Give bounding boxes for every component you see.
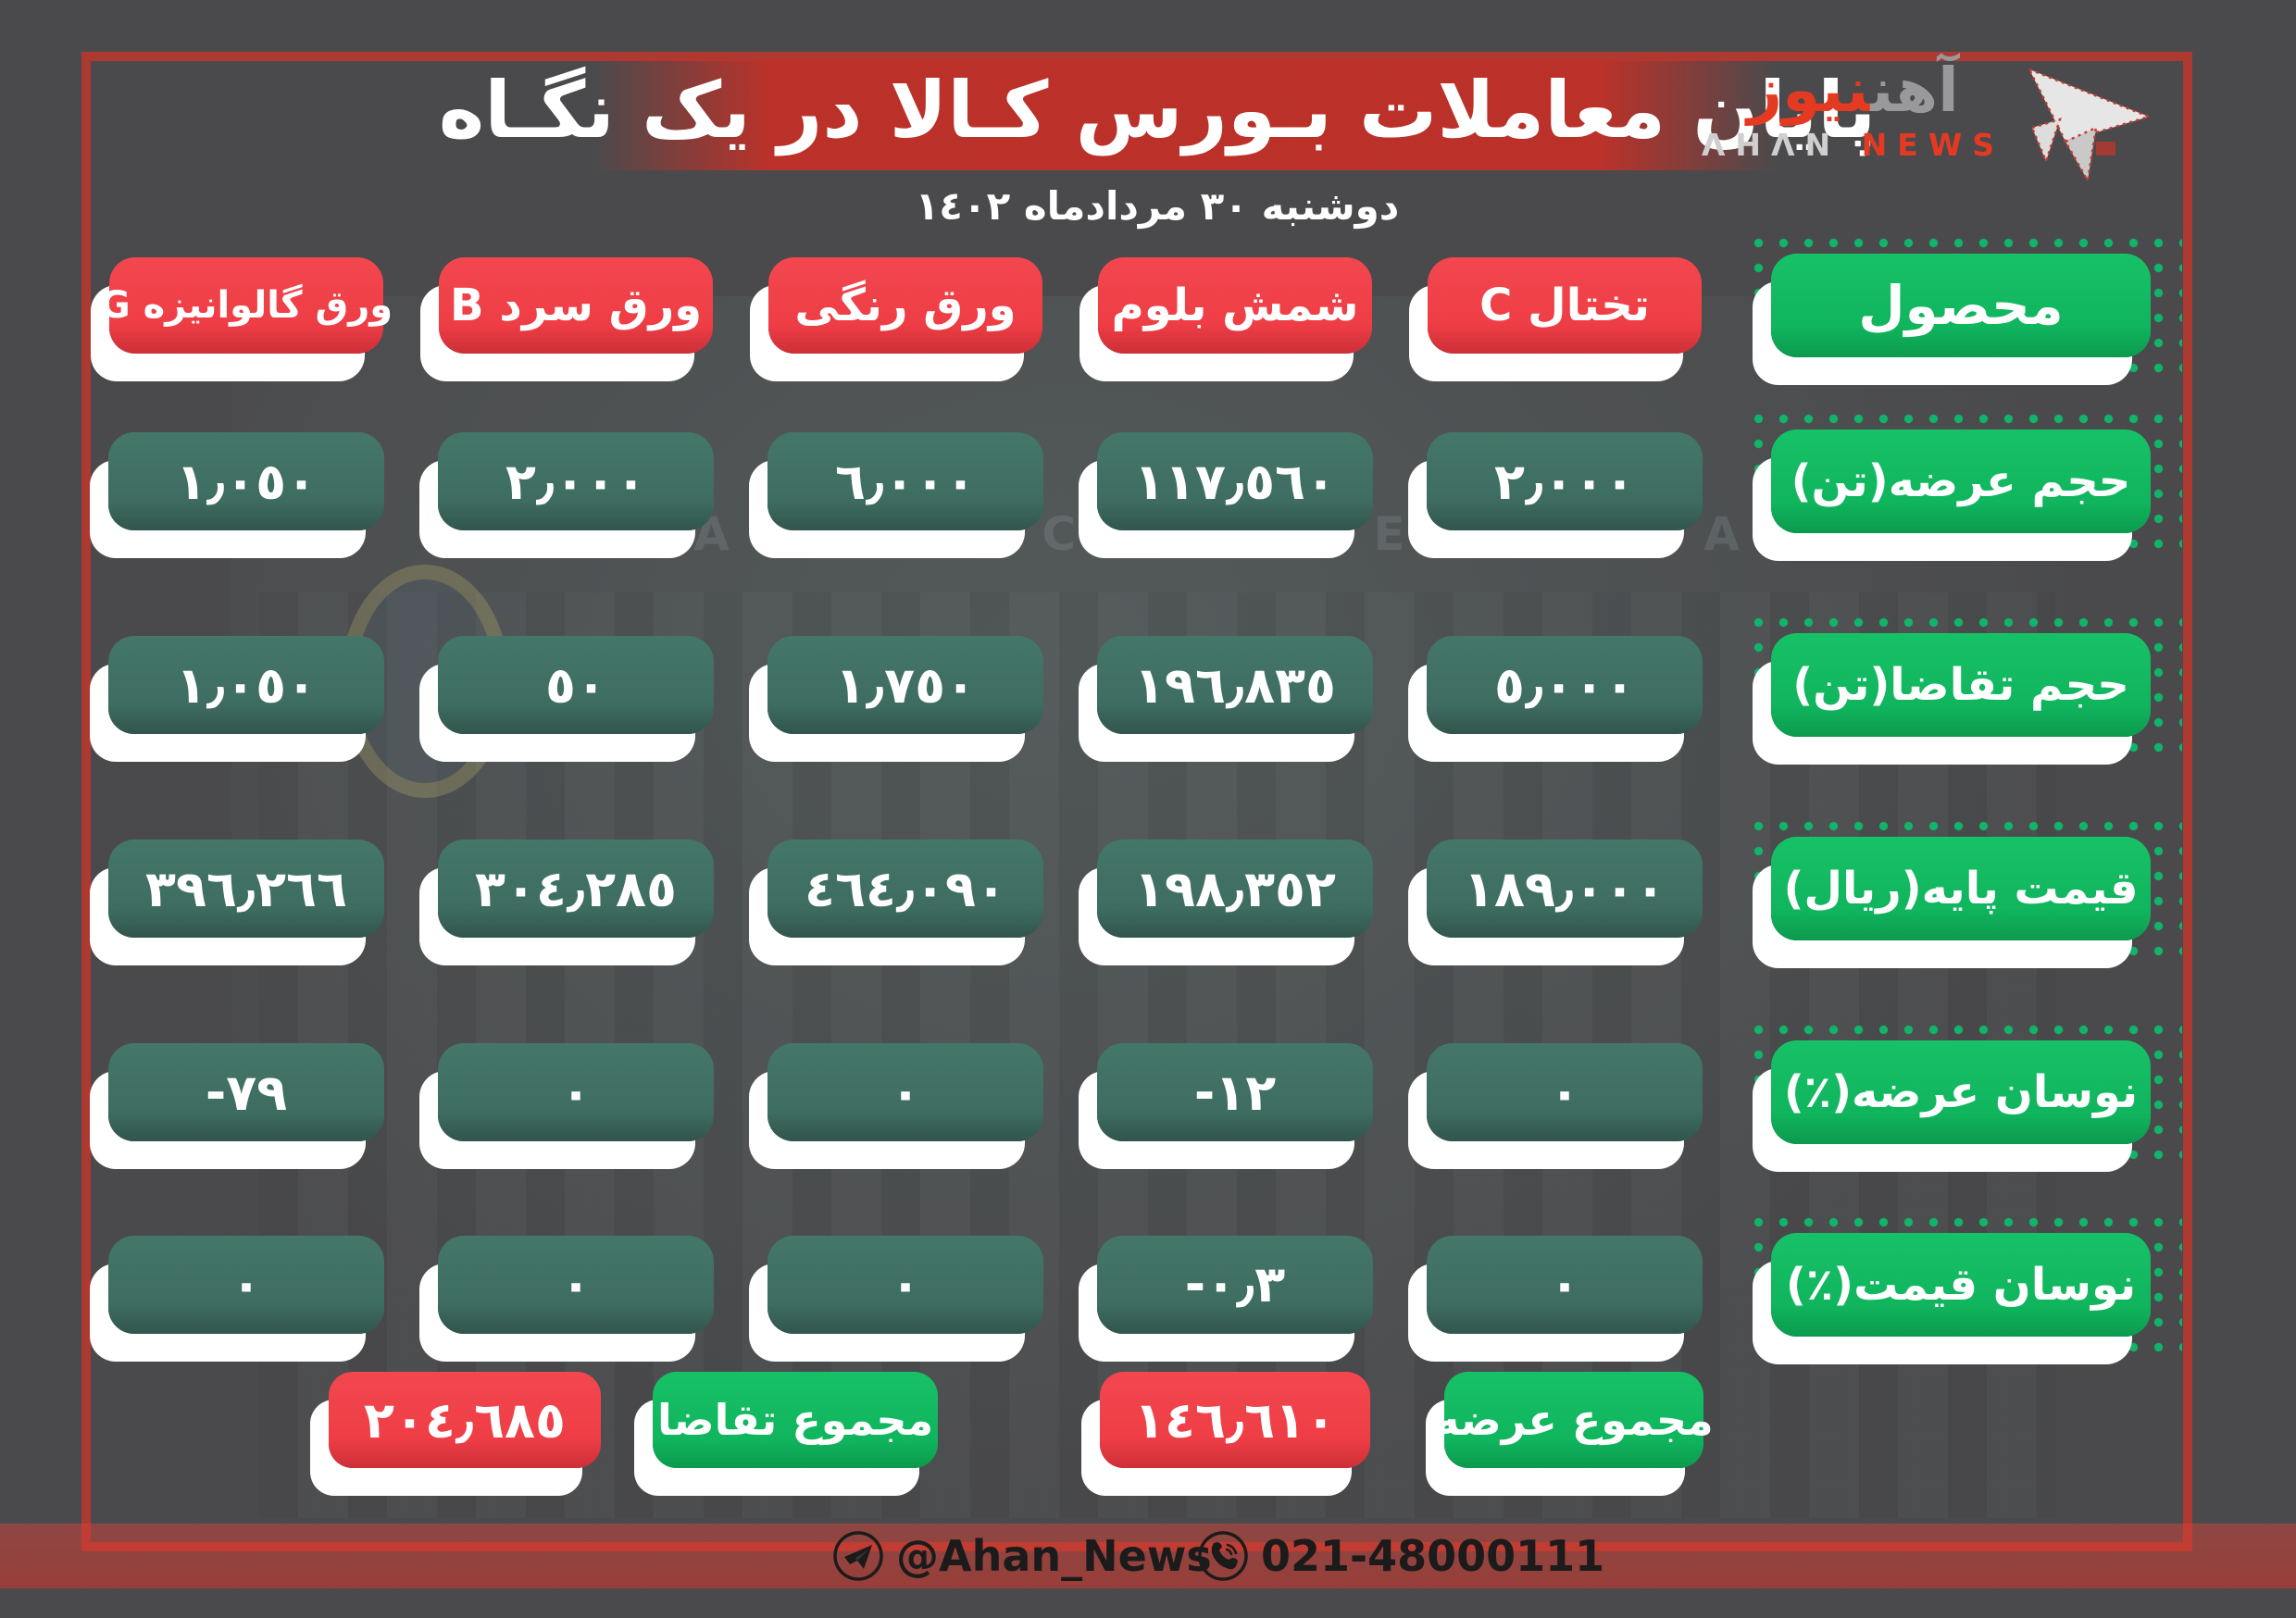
- price-fluct-varagh-rangi: ٠: [767, 1235, 1043, 1334]
- supply-shemsh-bloom: ١١٧٫٥٦٠: [1097, 432, 1373, 530]
- value-cell: ٠: [1400, 990, 1729, 1194]
- column-header-cell: شمش بلوم: [1070, 231, 1400, 380]
- table-corner-cell: محصول: [1729, 224, 2192, 387]
- price-fluct-shemsh-bloom: -٠٫٣: [1097, 1235, 1373, 1334]
- page-title: پایان معاملات بـورس کـالا در یک نگـاه: [438, 65, 1877, 156]
- row-label-price-fluctuation: نوسان قیمت(٪): [1771, 1232, 2151, 1337]
- logo-en-red: NEWS: [1861, 126, 2004, 163]
- logo-latin-name: ΛHΛN NEWS: [1702, 127, 2004, 163]
- price-galvanized-g: ٣٩٦٫٢٦٦: [108, 840, 384, 938]
- row-label-cell: قیمت پایه(ریال): [1729, 787, 2192, 990]
- supply-varagh-rangi: ٦٫٠٠٠: [767, 432, 1043, 530]
- paper-plane-icon: [2027, 67, 2152, 184]
- column-header-cell: تختال C: [1400, 231, 1729, 380]
- row-label-cell: نوسان قیمت(٪): [1729, 1194, 2192, 1375]
- value-cell: ١٫٠٥٠: [81, 583, 411, 787]
- product-header-galvanized-g: ورق گالوانیزه G: [100, 257, 393, 354]
- product-header-varagh-sard-b: ورق سرد B: [439, 257, 713, 354]
- value-cell: ٥٠: [411, 583, 741, 787]
- value-cell: ١٩٨٫٣٥٢: [1070, 787, 1400, 990]
- price-fluct-varagh-sard-b: ٠: [438, 1235, 714, 1334]
- product-header-varagh-rangi: ورق رنگی: [768, 257, 1042, 354]
- column-header-cell: ورق رنگی: [741, 231, 1070, 380]
- row-label-cell: نوسان عرضه(٪): [1729, 990, 2192, 1194]
- value-cell: ٠: [81, 1194, 411, 1375]
- demand-varagh-rangi: ١٫٧٥٠: [767, 636, 1043, 734]
- value-cell: ١٩٦٫٨٣٥: [1070, 583, 1400, 787]
- value-cell: ١٫٧٥٠: [741, 583, 1070, 787]
- telegram-handle: @Ahan_News: [831, 1529, 1212, 1583]
- footer-band: [0, 1524, 2296, 1588]
- supply-varagh-sard-b: ٢٫٠٠٠: [438, 432, 714, 530]
- value-cell: ٠: [411, 990, 741, 1194]
- value-cell: ٢٫٠٠٠: [411, 380, 741, 583]
- price-shemsh-bloom: ١٩٨٫٣٥٢: [1097, 840, 1373, 938]
- telegram-icon: [833, 1531, 883, 1581]
- value-cell: -١٢: [1070, 990, 1400, 1194]
- phone-number: 021-48000111: [1196, 1529, 1604, 1583]
- logo-fa-gray: آهن: [1870, 55, 1959, 126]
- value-cell: ٢٫٠٠٠: [1400, 380, 1729, 583]
- phone-icon: [1198, 1531, 1248, 1581]
- demand-varagh-sard-b: ٥٠: [438, 636, 714, 734]
- value-cell: ٠: [1400, 1194, 1729, 1375]
- price-fluct-galvanized-g: ٠: [108, 1235, 384, 1334]
- price-varagh-rangi: ٤٦٤٫٠٩٠: [767, 840, 1043, 938]
- row-label-product: محصول: [1771, 254, 2151, 357]
- column-header-cell: ورق گالوانیزه G: [81, 231, 411, 380]
- row-label-supply-fluctuation: نوسان عرضه(٪): [1771, 1040, 2151, 1144]
- row-label-base-price: قیمت پایه(ریال): [1771, 837, 2151, 940]
- supply-fluct-takhtal-c: ٠: [1427, 1043, 1703, 1141]
- telegram-handle-text: @Ahan_News: [896, 1531, 1212, 1581]
- value-cell: ٥٫٠٠٠: [1400, 583, 1729, 787]
- total-demand-value: ٢٠٤٫٦٨٥: [329, 1372, 601, 1468]
- demand-takhtal-c: ٥٫٠٠٠: [1427, 636, 1703, 734]
- value-cell: ٠: [411, 1194, 741, 1375]
- total-supply-value: ١٤٦٫٦١٠: [1100, 1372, 1370, 1468]
- supply-fluct-varagh-rangi: ٠: [767, 1043, 1043, 1141]
- product-header-shemsh-bloom: شمش بلوم: [1098, 257, 1372, 354]
- value-cell: ٠: [741, 1194, 1070, 1375]
- row-label-supply-volume: حجم عرضه(تن): [1771, 429, 2151, 533]
- title-band: [593, 59, 1778, 170]
- value-cell: ١٨٩٫٠٠٠: [1400, 787, 1729, 990]
- page-date: دوشنبه ٣٠ مردادماه ١٤٠٢: [915, 183, 1400, 229]
- logo-persian-name: آهننیوز: [1702, 55, 2004, 126]
- value-cell: ٤٦٤٫٠٩٠: [741, 787, 1070, 990]
- total-supply-label: مجموع عرضه: [1434, 1372, 1714, 1468]
- data-table: محصول تختال C شمش بلوم ورق رنگی ورق سرد …: [81, 224, 2192, 1375]
- value-cell: ٣٩٦٫٢٦٦: [81, 787, 411, 990]
- value-cell: -٠٫٣: [1070, 1194, 1400, 1375]
- phone-number-text: 021-48000111: [1261, 1531, 1605, 1581]
- value-cell: ٦٫٠٠٠: [741, 380, 1070, 583]
- value-cell: ١٫٠٥٠: [81, 380, 411, 583]
- ahan-news-logo: آهننیوز ΛHΛN NEWS: [1702, 54, 2166, 202]
- row-label-demand-volume: حجم تقاضا(تن): [1771, 633, 2151, 737]
- value-cell: ٠: [741, 990, 1070, 1194]
- supply-fluct-varagh-sard-b: ٠: [438, 1043, 714, 1141]
- demand-galvanized-g: ١٫٠٥٠: [108, 636, 384, 734]
- supply-fluct-shemsh-bloom: -١٢: [1097, 1043, 1373, 1141]
- price-fluct-takhtal-c: ٠: [1427, 1235, 1703, 1334]
- supply-takhtal-c: ٢٫٠٠٠: [1427, 432, 1703, 530]
- price-takhtal-c: ١٨٩٫٠٠٠: [1427, 840, 1703, 938]
- row-label-cell: حجم عرضه(تن): [1729, 380, 2192, 583]
- value-cell: ١١٧٫٥٦٠: [1070, 380, 1400, 583]
- value-cell: -٧٩: [81, 990, 411, 1194]
- supply-fluct-galvanized-g: -٧٩: [108, 1043, 384, 1141]
- product-header-takhtal-c: تختال C: [1428, 257, 1702, 354]
- value-cell: ٣٠٤٫٢٨٥: [411, 787, 741, 990]
- supply-galvanized-g: ١٫٠٥٠: [108, 432, 384, 530]
- logo-text: آهننیوز ΛHΛN NEWS: [1702, 55, 2004, 163]
- price-varagh-sard-b: ٣٠٤٫٢٨٥: [438, 840, 714, 938]
- logo-fa-red: نیوز: [1747, 55, 1871, 126]
- logo-en-gray: ΛHΛN: [1701, 126, 1841, 163]
- demand-shemsh-bloom: ١٩٦٫٨٣٥: [1097, 636, 1373, 734]
- row-label-cell: حجم تقاضا(تن): [1729, 583, 2192, 787]
- column-header-cell: ورق سرد B: [411, 231, 741, 380]
- total-demand-label: مجموع تقاضا: [653, 1372, 938, 1468]
